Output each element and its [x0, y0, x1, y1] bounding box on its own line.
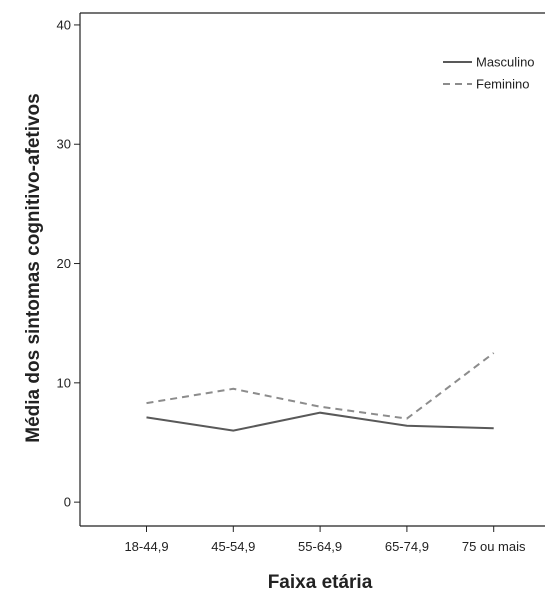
- axes: [79, 12, 545, 527]
- y-tick-label: 30: [57, 137, 71, 152]
- x-axis-title: Faixa etária: [268, 572, 373, 593]
- y-axis-title: Média dos sintomas cognitivo-afetivos: [23, 93, 44, 442]
- x-axis-ticks: 18-44,9 45-54,9 55-64,9 65-74,9 75 ou mais: [124, 526, 526, 554]
- series-lines: [146, 352, 495, 432]
- y-tick-label: 40: [57, 17, 71, 32]
- x-tick-label: 45-54,9: [211, 539, 255, 554]
- y-tick-label: 0: [64, 495, 71, 510]
- series-line-masculino: [146, 411, 494, 432]
- x-tick-label: 65-74,9: [385, 539, 429, 554]
- x-tick-label: 18-44,9: [124, 539, 168, 554]
- y-tick-label: 10: [57, 375, 71, 390]
- legend: Masculino Feminino: [443, 55, 535, 92]
- series-line-feminino: [146, 352, 495, 420]
- legend-label: Masculino: [476, 55, 535, 70]
- x-tick-label: 55-64,9: [298, 539, 342, 554]
- x-tick-label: 75 ou mais: [462, 539, 526, 554]
- legend-label: Feminino: [476, 77, 529, 92]
- y-tick-label: 20: [57, 256, 71, 271]
- y-axis-ticks: 0 10 20 30 40: [57, 17, 80, 510]
